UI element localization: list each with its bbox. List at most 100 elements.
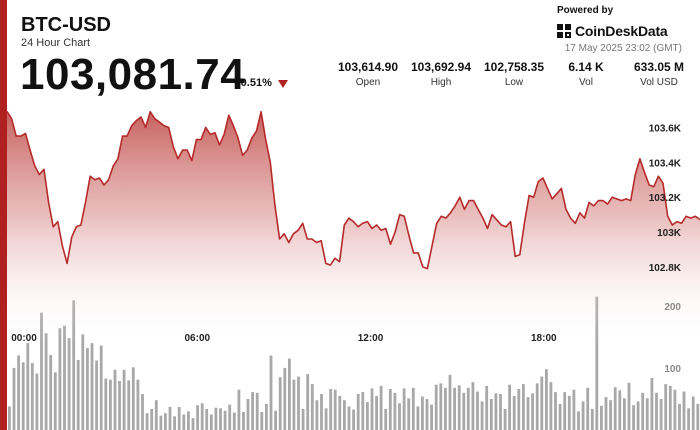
chart-subtitle: 24 Hour Chart bbox=[21, 37, 91, 49]
volume-bar bbox=[8, 406, 11, 430]
volume-bar bbox=[549, 382, 553, 430]
volume-bar bbox=[650, 377, 654, 430]
volume-bar bbox=[416, 406, 420, 430]
coindesk-logo-icon bbox=[557, 23, 572, 39]
volume-bar bbox=[141, 394, 144, 430]
y-tick-label: 102.8K bbox=[649, 263, 682, 274]
volume-bar bbox=[425, 399, 429, 430]
volume-bar bbox=[205, 408, 209, 430]
volume-bar bbox=[237, 389, 241, 430]
volume-bar bbox=[430, 404, 433, 430]
volume-bar bbox=[67, 338, 71, 430]
brand-logo[interactable]: CoinDeskData bbox=[557, 23, 668, 39]
volume-bar bbox=[127, 380, 131, 430]
volume-bar bbox=[604, 397, 608, 430]
pair-title: BTC-USD bbox=[21, 14, 111, 36]
volume-bar bbox=[278, 377, 282, 430]
volume-bar bbox=[333, 389, 337, 430]
volume-bar bbox=[72, 300, 76, 430]
volume-bar bbox=[407, 398, 411, 430]
volume-bar bbox=[242, 412, 245, 430]
volume-bar bbox=[641, 392, 645, 430]
volume-bar bbox=[260, 412, 264, 430]
volume-bar bbox=[448, 374, 452, 430]
volume-bar bbox=[122, 369, 126, 430]
volume-bar bbox=[196, 405, 199, 430]
x-tick-label: 12:00 bbox=[358, 333, 384, 344]
volume-bar bbox=[618, 390, 622, 430]
volume-bar bbox=[522, 384, 525, 430]
volume-bar bbox=[292, 379, 296, 430]
volume-bar bbox=[384, 408, 388, 430]
volume-bar bbox=[668, 385, 672, 430]
down-arrow-icon bbox=[278, 80, 288, 88]
stat-value: 6.14 K bbox=[568, 60, 604, 74]
volume-bar bbox=[187, 411, 190, 430]
price-area bbox=[7, 111, 700, 346]
volume-bar bbox=[595, 296, 599, 430]
volume-bar bbox=[398, 403, 401, 430]
volume-bar bbox=[526, 397, 530, 430]
volume-bar bbox=[361, 392, 365, 430]
volume-bar bbox=[494, 393, 498, 430]
volume-bar bbox=[30, 363, 34, 430]
current-price: 103,081.74 bbox=[20, 50, 246, 99]
volume-bar bbox=[499, 394, 502, 430]
volume-bar bbox=[35, 373, 39, 430]
volume-bar bbox=[613, 387, 617, 430]
volume-bar bbox=[315, 400, 319, 430]
volume-bar bbox=[696, 403, 700, 430]
volume-bar bbox=[462, 392, 466, 430]
volume-bar bbox=[508, 384, 511, 430]
volume-bar bbox=[49, 354, 53, 430]
volume-bar bbox=[581, 401, 585, 430]
volume-bar bbox=[283, 367, 287, 430]
volume-bar bbox=[471, 382, 475, 430]
volume-bar bbox=[558, 403, 562, 430]
volume-bar bbox=[109, 379, 112, 430]
volume-bar bbox=[219, 408, 222, 430]
volume-bar bbox=[324, 408, 328, 430]
volume-bar bbox=[609, 400, 612, 430]
volume-bar bbox=[246, 399, 250, 430]
volume-bar bbox=[265, 403, 268, 430]
volume-bar bbox=[366, 402, 369, 430]
volume-bar bbox=[636, 401, 640, 430]
volume-bar bbox=[444, 387, 447, 430]
price-change: -0.51% bbox=[237, 77, 272, 89]
volume-bar bbox=[545, 369, 548, 430]
volume-bar bbox=[164, 413, 167, 430]
volume-tick-label: 200 bbox=[664, 302, 681, 313]
stat-value: 103,692.94 bbox=[410, 60, 472, 74]
volume-bar bbox=[655, 392, 658, 430]
volume-bar bbox=[26, 343, 30, 430]
volume-bar bbox=[421, 396, 424, 430]
volume-bar bbox=[512, 395, 516, 430]
volume-bar bbox=[682, 391, 686, 430]
y-tick-label: 103.4K bbox=[649, 158, 682, 169]
volume-bar bbox=[209, 414, 213, 430]
volume-bar bbox=[145, 413, 149, 430]
accent-bar bbox=[0, 0, 7, 430]
volume-tick-label: 100 bbox=[664, 364, 681, 375]
volume-bar bbox=[645, 398, 649, 430]
volume-bar bbox=[687, 408, 690, 430]
x-tick-label: 00:00 bbox=[11, 333, 37, 344]
volume-bar bbox=[90, 343, 94, 430]
volume-bar bbox=[535, 383, 539, 430]
volume-bar bbox=[95, 360, 98, 430]
volume-bar bbox=[12, 367, 16, 430]
volume-bar bbox=[288, 358, 291, 430]
stat-value: 633.05 M bbox=[633, 60, 685, 74]
volume-bar bbox=[251, 392, 254, 430]
volume-bar bbox=[402, 388, 406, 430]
stat-label: Low bbox=[504, 77, 524, 88]
volume-bar bbox=[118, 381, 121, 430]
volume-bar bbox=[632, 405, 635, 430]
volume-bar bbox=[503, 408, 507, 430]
volume-bar bbox=[269, 355, 273, 430]
volume-bar bbox=[567, 395, 571, 430]
volume-bar bbox=[627, 382, 631, 430]
volume-bar bbox=[379, 385, 383, 430]
